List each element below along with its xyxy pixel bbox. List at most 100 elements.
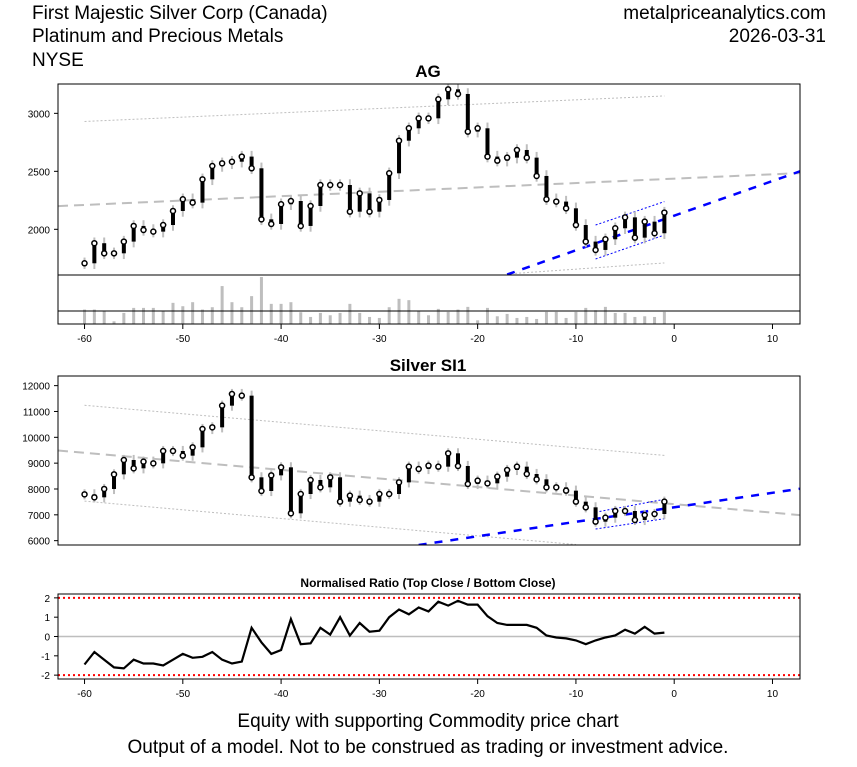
close-marker [297,222,304,230]
close-marker [228,158,236,165]
close-marker [199,176,206,183]
price-bar [200,179,205,203]
volume-bar [358,312,362,324]
x-tick-label: -20 [470,334,485,345]
price-bar [632,217,637,238]
price-bar [465,93,470,132]
close-marker [376,490,383,498]
volume-bar [515,317,519,324]
close-marker [523,470,531,478]
close-marker [513,146,521,154]
volume-bar [368,316,372,324]
volume-bar [318,312,322,324]
close-marker [110,250,118,257]
close-marker [592,518,599,525]
close-marker [562,205,570,212]
close-marker [140,226,147,234]
y-tick-label: 9000 [28,459,51,470]
y-tick-label: 2000 [28,225,51,236]
price-bar [544,175,549,200]
close-marker [474,477,481,484]
close-marker [159,221,167,229]
price-bar [170,210,175,226]
volume-bar [584,307,588,324]
close-marker [268,472,275,479]
volume-bar [299,312,303,324]
close-marker [307,476,314,484]
price-bar [397,140,402,174]
price-bar [112,474,117,489]
x-tick-label: 10 [767,334,779,345]
x-tick-label: 0 [671,689,677,700]
price-bar [229,394,234,406]
short-trend-line [418,487,800,545]
close-marker [209,424,216,431]
close-marker [425,115,432,122]
price-bar [514,149,519,158]
volume-bar [485,307,489,324]
y-tick-label: 7000 [28,511,51,522]
volume-bar [142,307,146,324]
price-bar [583,225,588,242]
ratio-line [83,599,665,670]
price-bar [328,477,333,488]
close-marker [661,498,668,505]
close-marker [611,225,619,232]
close-marker [346,208,354,215]
price-bar [121,241,126,254]
volume-bar [161,311,165,324]
close-marker [621,214,629,221]
close-marker [494,157,501,164]
close-marker [336,181,344,189]
volume-bar [653,316,657,324]
price-bar [102,243,107,254]
close-marker [464,480,472,488]
volume-bar [613,312,617,324]
volume-bar [535,318,539,324]
price-bar [102,488,107,498]
close-marker [326,181,334,189]
channel-lower [595,234,665,260]
close-marker [405,125,413,132]
price-bar [564,201,569,209]
volume-bar [446,311,450,324]
volume-bar [456,309,460,324]
price-bar [573,208,578,226]
close-marker [582,504,590,511]
silver-price-chart: 6000 7000 8000 9000 10000 11000 12000 [22,375,801,548]
close-marker [651,230,658,237]
price-bar [249,395,254,478]
ratio-chart-title: Normalised Ratio (Top Close / Bottom Clo… [300,576,555,590]
price-bar [524,466,529,474]
price-bar [367,193,372,212]
close-marker [572,221,580,229]
price-bar [377,493,382,502]
close-marker [248,165,255,172]
close-marker [81,260,88,267]
price-bar [387,173,392,200]
top-chart-title: AG [415,62,441,81]
close-marker [631,516,639,524]
volume-bar [662,311,666,324]
volume-bar [407,300,411,324]
x-tick-label: -50 [176,334,191,345]
price-bar [347,185,352,212]
price-bar [495,476,500,484]
price-bar [279,204,284,224]
price-bar [180,199,185,211]
price-bar [200,428,205,448]
close-marker [621,507,629,515]
price-bar [190,447,195,456]
close-marker [356,496,363,504]
footer-caption: Equity with supporting Commodity price c… [237,711,619,732]
close-marker [100,250,108,257]
price-bar [623,217,628,229]
close-marker [336,498,344,505]
close-marker [602,514,609,521]
volume-frame [57,274,801,325]
volume-bar [250,296,254,324]
close-marker [169,207,177,215]
close-marker [209,162,216,170]
